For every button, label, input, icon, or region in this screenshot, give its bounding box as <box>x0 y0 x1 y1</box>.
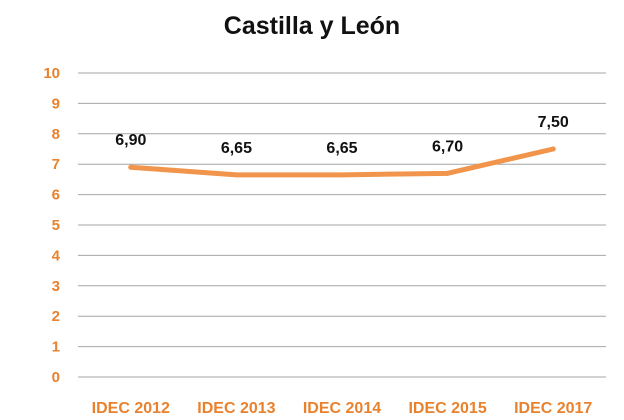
y-tick-label: 1 <box>52 339 60 356</box>
data-label: 7,50 <box>538 114 569 131</box>
y-tick-label: 5 <box>52 217 60 234</box>
y-tick-label: 10 <box>43 65 60 82</box>
y-tick-label: 4 <box>52 247 61 264</box>
data-label: 6,65 <box>221 140 252 157</box>
y-tick-label: 9 <box>52 95 60 112</box>
chart-title: Castilla y León <box>223 12 401 40</box>
data-point <box>550 146 556 152</box>
data-point <box>233 172 239 178</box>
y-tick-label: 0 <box>52 369 60 386</box>
data-point <box>339 172 345 178</box>
data-label: 6,90 <box>115 132 146 149</box>
y-tick-label: 6 <box>52 187 60 204</box>
x-tick-label: IDEC 2017 <box>514 400 592 417</box>
y-tick-label: 3 <box>52 278 60 295</box>
data-point <box>128 164 134 170</box>
data-point <box>445 170 451 176</box>
x-tick-label: IDEC 2015 <box>408 400 486 417</box>
y-tick-label: 2 <box>52 308 60 325</box>
x-tick-label: IDEC 2013 <box>197 400 275 417</box>
y-tick-label: 7 <box>52 156 60 173</box>
x-tick-label: IDEC 2014 <box>303 400 381 417</box>
y-tick-label: 8 <box>52 126 60 143</box>
data-label: 6,65 <box>326 140 357 157</box>
data-label: 6,70 <box>432 138 463 155</box>
x-tick-label: IDEC 2012 <box>92 400 170 417</box>
